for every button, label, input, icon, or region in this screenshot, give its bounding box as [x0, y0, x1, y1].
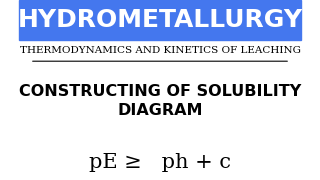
Text: CONSTRUCTING OF SOLUBILITY
DIAGRAM: CONSTRUCTING OF SOLUBILITY DIAGRAM — [19, 84, 301, 118]
Text: HYDROMETALLURGY: HYDROMETALLURGY — [17, 8, 303, 32]
Bar — [19, 0, 301, 40]
Text: THERMODYNAMICS AND KINETICS OF LEACHING: THERMODYNAMICS AND KINETICS OF LEACHING — [20, 46, 300, 55]
Text: pE ≥   ph + c: pE ≥ ph + c — [89, 152, 231, 172]
